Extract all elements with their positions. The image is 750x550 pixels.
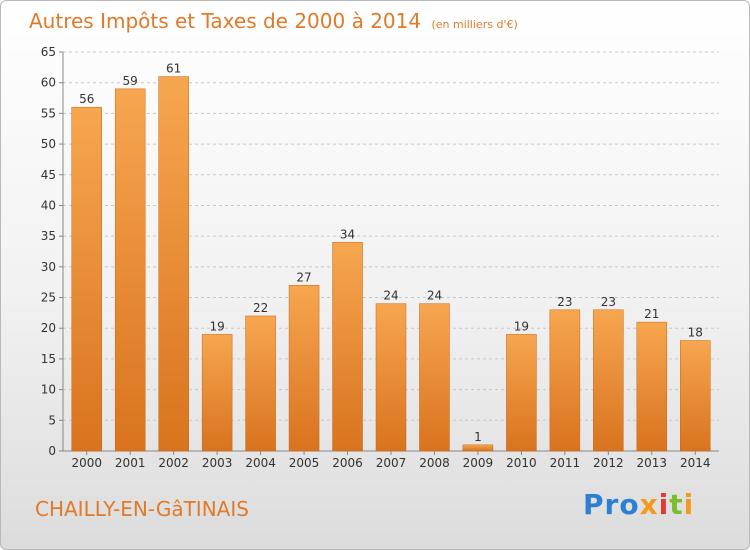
y-tick-label: 15 — [41, 352, 56, 366]
y-tick-label: 50 — [41, 137, 56, 151]
proxiti-logo: Proxiti — [583, 488, 695, 521]
y-tick-label: 0 — [48, 444, 56, 458]
y-tick-label: 35 — [41, 229, 56, 243]
x-tick-label: 2001 — [115, 456, 146, 470]
y-tick-label: 20 — [41, 321, 56, 335]
bar-value-label: 24 — [383, 289, 398, 303]
x-tick-label: 2014 — [680, 456, 711, 470]
bar-2001 — [114, 88, 146, 452]
bar-2002 — [158, 76, 189, 452]
chart-title-main: Autres Impôts et Taxes de 2000 à 2014 — [29, 9, 422, 33]
bar-2000 — [71, 106, 102, 452]
x-tick-label: 2005 — [289, 456, 320, 470]
y-tick-label: 5 — [48, 413, 56, 427]
bar-2012 — [593, 309, 624, 452]
bar-value-label: 18 — [688, 326, 703, 340]
x-tick-label: 2004 — [245, 456, 276, 470]
bar-value-label: 61 — [166, 62, 181, 76]
bar-value-label: 21 — [644, 307, 659, 321]
y-tick-label: 60 — [41, 76, 56, 90]
bar-value-label: 19 — [514, 319, 529, 333]
y-tick-label: 65 — [41, 45, 56, 59]
bar-2011 — [549, 309, 581, 452]
bar-value-label: 59 — [123, 74, 138, 88]
bar-value-label: 56 — [79, 92, 94, 106]
bar-2009 — [462, 444, 494, 452]
y-tick-label: 55 — [41, 106, 56, 120]
y-tick-label: 10 — [41, 383, 56, 397]
bar-2007 — [375, 303, 407, 452]
x-tick-label: 2007 — [376, 456, 407, 470]
bar-value-label: 22 — [253, 301, 268, 315]
town-name: CHAILLY-EN-GâTINAIS — [35, 497, 249, 521]
x-tick-label: 2000 — [71, 456, 102, 470]
chart-title-unit: (en milliers d'€) — [431, 18, 518, 31]
bar-value-label: 23 — [601, 295, 616, 309]
x-tick-label: 2003 — [202, 456, 233, 470]
y-tick-label: 45 — [41, 168, 56, 182]
bar-2006 — [332, 242, 363, 452]
x-tick-label: 2010 — [506, 456, 537, 470]
x-tick-label: 2013 — [637, 456, 668, 470]
bar-value-label: 1 — [474, 430, 482, 444]
x-tick-label: 2011 — [550, 456, 581, 470]
bar-2005 — [288, 285, 320, 452]
bar-value-label: 34 — [340, 227, 355, 241]
y-tick-label: 25 — [41, 291, 56, 305]
bar-value-label: 27 — [296, 270, 311, 284]
x-tick-label: 2012 — [593, 456, 624, 470]
bar-value-label: 19 — [209, 319, 224, 333]
x-tick-label: 2006 — [332, 456, 363, 470]
x-tick-label: 2008 — [419, 456, 450, 470]
bar-value-label: 23 — [557, 295, 572, 309]
x-tick-label: 2002 — [158, 456, 189, 470]
bar-2010 — [506, 334, 537, 452]
x-tick-label: 2009 — [463, 456, 494, 470]
chart-title: Autres Impôts et Taxes de 2000 à 2014 (e… — [29, 9, 518, 33]
y-tick-label: 40 — [41, 198, 56, 212]
y-tick-label: 30 — [41, 260, 56, 274]
bar-2013 — [636, 321, 668, 452]
bar-2014 — [680, 340, 711, 452]
bar-value-label: 24 — [427, 289, 442, 303]
bar-2004 — [245, 315, 276, 452]
bar-2008 — [419, 303, 450, 452]
bar-2003 — [201, 334, 233, 452]
